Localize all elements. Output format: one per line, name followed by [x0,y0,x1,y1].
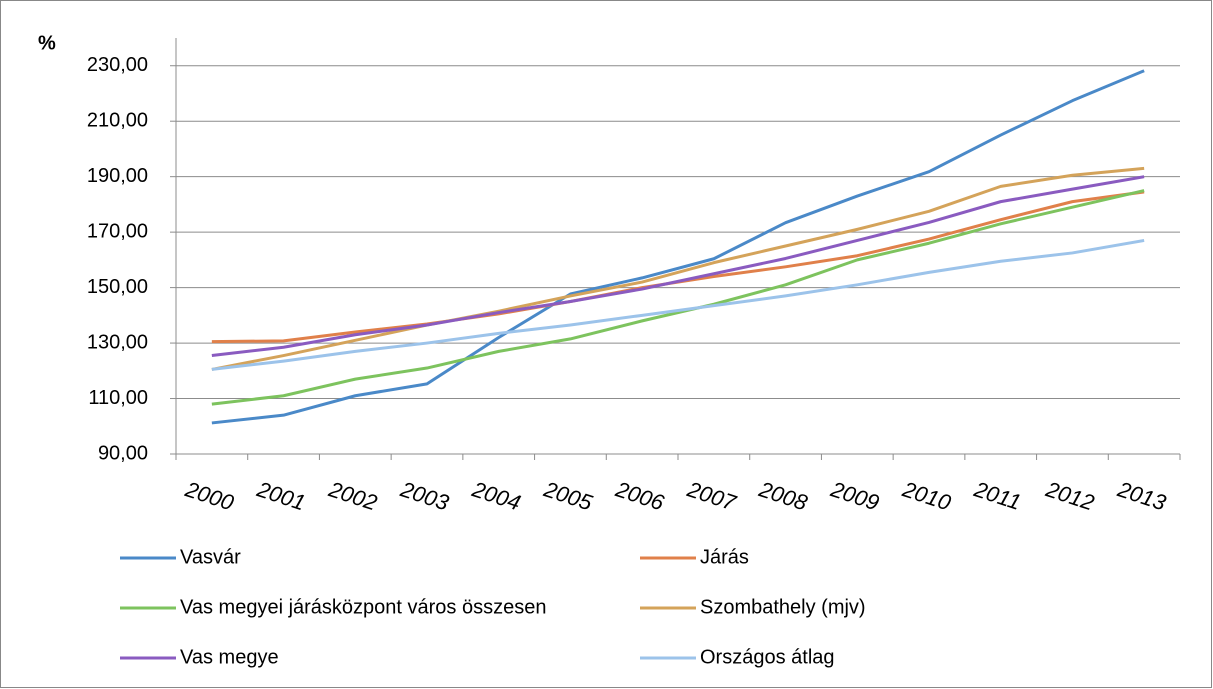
y-tick-label: 150,00 [87,276,148,298]
y-tick-label: 190,00 [87,165,148,187]
legend-label: Járás [700,546,749,568]
series-line [211,175,1145,358]
series-line [211,189,1145,406]
series-line [211,69,1145,425]
legend-label: Szombathely (mjv) [700,596,866,618]
legend-label: Vas megyei járásközpont város összesen [180,596,546,618]
y-tick-label: 90,00 [98,442,148,464]
legend-label: Vas megye [180,646,279,668]
y-tick-label: 230,00 [87,54,148,76]
legend-label: Országos átlag [700,646,835,668]
y-tick-label: 210,00 [87,109,148,131]
y-axis-label: % [38,32,56,54]
series-line [211,166,1145,371]
y-tick-label: 170,00 [87,220,148,242]
y-tick-label: 110,00 [88,387,148,409]
series-line [211,238,1145,371]
legend-label: Vasvár [180,546,241,568]
y-tick-label: 130,00 [87,331,148,353]
